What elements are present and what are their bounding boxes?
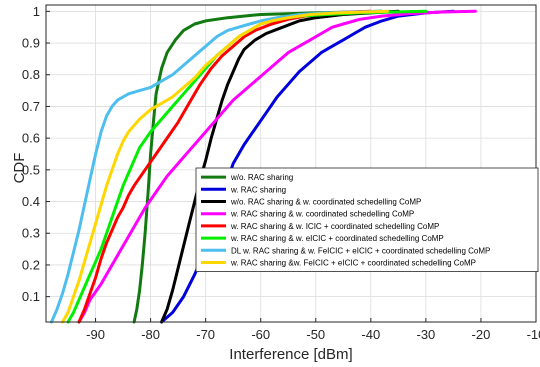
y-tick-label: 0.7 bbox=[22, 99, 40, 114]
y-axis-label: CDF bbox=[11, 153, 28, 184]
x-tick-label: -30 bbox=[416, 327, 435, 342]
x-tick-label: -40 bbox=[361, 327, 380, 342]
y-tick-label: 0.2 bbox=[22, 257, 40, 272]
series-line-7 bbox=[50, 9, 384, 324]
x-tick-label: -80 bbox=[141, 327, 160, 342]
legend: w/o. RAC sharing w. RAC sharing w/o. RAC s… bbox=[195, 167, 539, 272]
series-line-1 bbox=[132, 9, 384, 324]
series-line-8 bbox=[61, 9, 389, 324]
x-tick-label: -50 bbox=[306, 327, 325, 342]
legend-label-6: w. RAC sharing & w. eICIC + coordinated … bbox=[230, 234, 444, 243]
x-tick-label: -20 bbox=[472, 327, 491, 342]
series-line-3 bbox=[160, 9, 400, 324]
y-tick-label: 0.1 bbox=[22, 289, 40, 304]
plot-frame bbox=[45, 4, 537, 323]
legend-label-7: DL w. RAC sharing & w. FeICIC + eICIC + … bbox=[231, 246, 490, 255]
y-tick-label: 0.8 bbox=[22, 67, 40, 82]
y-tick-label: 0.6 bbox=[22, 131, 40, 146]
y-tick-label: 0.3 bbox=[22, 226, 40, 241]
tick-labels: -90 -80 -70 -60 -50 -40 -30 -20 -10 0.1 0.2 0.3 0.4 0… bbox=[22, 4, 540, 342]
series-line-4 bbox=[77, 9, 477, 324]
x-axis-label: Interference [dBm] bbox=[229, 346, 352, 363]
legend-label-5: w. RAC sharing & w. ICIC + coordinated s… bbox=[230, 222, 439, 231]
legend-label-8: w. RAC sharing &w. FeICIC + eICIC + coor… bbox=[230, 259, 476, 268]
y-tick-label: 0.9 bbox=[22, 36, 40, 51]
legend-label-2: w. RAC sharing bbox=[230, 185, 286, 194]
x-tick-label: -90 bbox=[86, 327, 105, 342]
series-line-5 bbox=[77, 9, 373, 324]
axes bbox=[45, 4, 537, 323]
x-tick-label: -10 bbox=[527, 327, 540, 342]
y-tick-label: 1 bbox=[33, 4, 40, 19]
x-tick-label: -60 bbox=[251, 327, 270, 342]
y-tick-label: 0.5 bbox=[22, 162, 40, 177]
legend-label-1: w/o. RAC sharing bbox=[230, 173, 293, 182]
x-tick-label: -70 bbox=[196, 327, 215, 342]
legend-label-4: w. RAC sharing & w. coordinated schedell… bbox=[230, 210, 414, 219]
legend-box bbox=[195, 167, 539, 272]
y-tick-label: 0.4 bbox=[22, 194, 40, 209]
legend-label-3: w/o. RAC sharing & w. coordinated schede… bbox=[230, 198, 421, 207]
